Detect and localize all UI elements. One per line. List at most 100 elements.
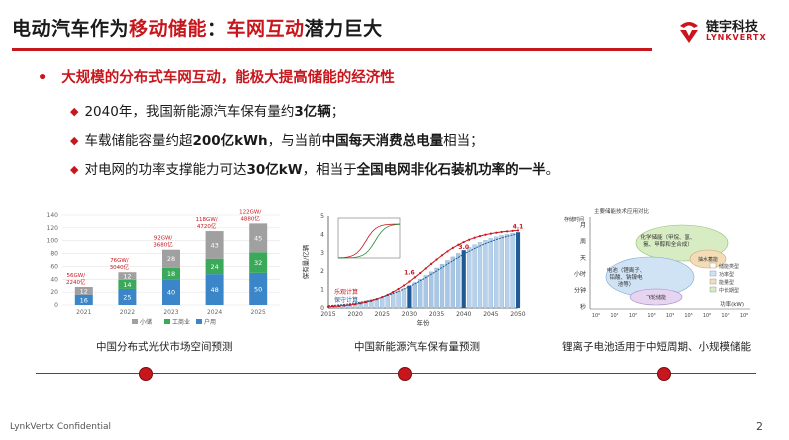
- bar: [428, 271, 434, 309]
- bar-annotation: 118GW/: [196, 217, 218, 223]
- inset-line: [338, 223, 401, 259]
- line-point: [468, 238, 471, 241]
- legend-label: 乐观计算: [334, 288, 358, 296]
- legend-swatch: [164, 319, 170, 324]
- bar-value-label: 12: [123, 273, 131, 281]
- bar-value-label: 16: [80, 296, 88, 304]
- line-point: [511, 229, 514, 232]
- x-tick-label: 2021: [76, 309, 91, 316]
- bar-annotation: 3680亿: [153, 241, 173, 249]
- bar-value-label: 45: [254, 234, 262, 242]
- y-tick-label: 5: [320, 213, 324, 220]
- x-tick-label: 10³: [647, 313, 655, 319]
- line-point: [413, 276, 416, 279]
- y-tick-label: 小时: [574, 270, 586, 278]
- bubble-label: 铅酸、钠镍电: [609, 273, 643, 281]
- x-tick-label: 10⁵: [684, 313, 692, 319]
- bar: [499, 235, 504, 309]
- bar-segment: [205, 231, 224, 259]
- sub-bullet-bold: 200亿kWh: [192, 133, 268, 149]
- legend-label: 储能类型: [719, 263, 739, 270]
- bar: [456, 253, 461, 309]
- legend-swatch: [132, 319, 138, 324]
- line-point: [489, 232, 492, 235]
- y-tick-label: 周: [580, 238, 586, 245]
- sub-bullet-bold: 30亿kW: [246, 162, 303, 178]
- sub-bullet: ◆ 车载储能容量约超200亿kWh，与当前中国每天消费总电量相当；: [70, 129, 484, 149]
- line-point: [419, 271, 422, 275]
- bar-highlight: [516, 232, 520, 308]
- bar-segment: [205, 274, 224, 305]
- sub-bullet-text: 2040年，我国新能源汽车保有量约: [84, 104, 295, 120]
- data-label: 1.6: [404, 270, 415, 277]
- y-tick-label: 月: [580, 222, 586, 229]
- x-tick-label: 2040: [456, 311, 471, 318]
- bar: [418, 278, 423, 309]
- y-tick-label: 20: [50, 289, 58, 296]
- legend-label: 户用: [204, 318, 216, 326]
- bar: [477, 242, 483, 309]
- bar: [396, 291, 401, 309]
- logo-text: 链宇科技: [706, 20, 759, 35]
- line-point: [354, 303, 357, 306]
- line-point: [435, 258, 438, 261]
- y-tick-label: 0: [320, 305, 324, 312]
- x-tick-label: 10⁷: [721, 313, 729, 319]
- chart1-caption: 中国分布式光伏市场空间预测: [96, 341, 233, 353]
- diamond-icon: ◆: [70, 163, 79, 176]
- sub-bullet-bold: 3亿辆: [294, 104, 331, 120]
- line-point: [370, 299, 373, 302]
- main-bullet: • 大规模的分布式车网互动，能极大提高储能的经济性: [38, 66, 395, 87]
- sub-bullet-text: 车载储能容量约超: [84, 133, 193, 149]
- bar-annotation: 56GW/: [67, 273, 86, 279]
- bar-segment: [162, 279, 180, 305]
- footer-confidential: LynkVertx Confidential: [10, 422, 112, 432]
- bubble-label: 抽水蓄能: [698, 256, 718, 263]
- x-tick-label: 10⁶: [703, 313, 711, 319]
- x-tick-label: 2030: [402, 311, 417, 318]
- bar: [450, 256, 456, 309]
- logo-subtext: LYNKVERTX: [706, 33, 767, 42]
- line-point: [381, 296, 384, 299]
- y-tick-label: 80: [50, 251, 58, 258]
- y-tick-label: 100: [47, 238, 59, 245]
- bar-value-label: 18: [167, 270, 175, 278]
- y-tick-label: 60: [50, 263, 58, 270]
- bar-segment: [162, 267, 180, 280]
- line-point: [359, 302, 362, 305]
- bar: [401, 288, 407, 309]
- bar-annotation: 4880亿: [240, 214, 260, 222]
- title-text: 电动汽车作为: [12, 18, 130, 40]
- bar-segment: [118, 288, 137, 305]
- x-axis-label: 年份: [417, 318, 431, 327]
- sub-bullet-text: 相当；: [443, 133, 484, 149]
- bubble: [629, 288, 683, 306]
- bar-value-label: 43: [210, 241, 218, 249]
- bullet-icon: •: [38, 70, 48, 86]
- legend-label: 能量型: [719, 279, 734, 286]
- bubble-label: 氨、甲醇和全合成）: [643, 240, 693, 248]
- bar: [423, 275, 428, 309]
- bar: [439, 264, 445, 309]
- bar-segment: [205, 258, 224, 275]
- bar-value-label: 14: [123, 281, 131, 289]
- line-point: [506, 230, 509, 233]
- timeline-marker: [657, 367, 671, 381]
- legend-swatch: [709, 286, 717, 293]
- y-tick-label: 140: [47, 212, 59, 219]
- bar-value-label: 12: [80, 287, 88, 295]
- x-tick-label: 2023: [163, 309, 178, 316]
- line-point: [397, 287, 400, 291]
- y-tick-label: 2: [320, 268, 324, 275]
- bullet-text: 大规模的分布式车网互动，能极大提高储能的经济性: [61, 70, 395, 86]
- y-axis-label: 保有量/亿辆: [301, 244, 310, 279]
- bar: [510, 233, 515, 309]
- x-tick-label: 10²: [629, 313, 637, 319]
- bar-annotation: 3040亿: [110, 263, 130, 271]
- line-point: [408, 280, 411, 283]
- bar-segment: [162, 249, 180, 268]
- bar-annotation: 4720亿: [197, 222, 217, 230]
- y-tick-label: 天: [580, 255, 586, 262]
- data-label: 3.0: [458, 244, 469, 251]
- bar-value-label: 25: [123, 293, 131, 301]
